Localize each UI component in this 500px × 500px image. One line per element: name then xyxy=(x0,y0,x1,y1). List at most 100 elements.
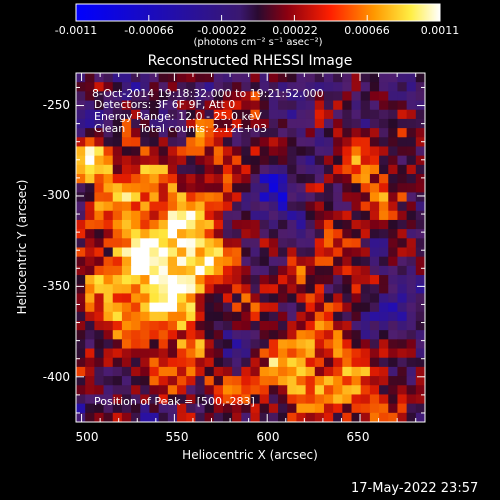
heatmap-cell xyxy=(204,330,215,340)
heatmap-cell xyxy=(241,376,252,386)
heatmap-cell xyxy=(278,339,288,350)
heatmap-cell xyxy=(121,118,132,129)
heatmap-cell xyxy=(388,155,399,166)
heatmap-cell xyxy=(232,100,242,111)
heatmap-cell xyxy=(232,109,242,120)
heatmap-cell xyxy=(204,284,215,295)
heatmap-cell xyxy=(278,219,288,230)
heatmap-cell xyxy=(351,247,362,258)
heatmap-cell xyxy=(388,366,399,377)
heatmap-cell xyxy=(76,293,86,304)
heatmap-cell xyxy=(268,137,279,148)
heatmap-cell xyxy=(204,118,215,129)
heatmap-cell xyxy=(342,275,353,285)
heatmap-cell xyxy=(250,302,261,313)
heatmap-cell xyxy=(379,109,389,120)
heatmap-cell xyxy=(388,238,399,249)
heatmap-cell xyxy=(232,256,242,267)
heatmap-cell xyxy=(250,394,261,405)
heatmap-cell xyxy=(305,403,316,414)
heatmap-cell xyxy=(222,137,233,148)
heatmap-cell xyxy=(232,366,242,377)
heatmap-cell xyxy=(85,192,95,203)
heatmap-cell xyxy=(406,302,417,313)
heatmap-cell xyxy=(158,137,169,148)
heatmap-cell xyxy=(342,293,353,304)
heatmap-cell xyxy=(268,403,279,414)
heatmap-cell xyxy=(195,109,206,120)
heatmap-cell xyxy=(314,100,325,111)
heatmap-cell xyxy=(112,339,123,350)
heatmap-cell xyxy=(76,229,86,239)
heatmap-cell xyxy=(85,201,95,212)
heatmap-cell xyxy=(112,366,123,377)
heatmap-cell xyxy=(250,247,261,258)
heatmap-cell xyxy=(112,118,123,129)
heatmap-cell xyxy=(287,219,298,230)
heatmap-cell xyxy=(167,403,178,414)
heatmap-cell xyxy=(213,229,224,239)
heatmap-cell xyxy=(379,376,389,386)
heatmap-cell xyxy=(131,183,141,193)
heatmap-cell xyxy=(94,385,105,396)
heatmap-cell xyxy=(140,164,151,175)
heatmap-cell xyxy=(296,275,307,285)
heatmap-cell xyxy=(131,403,141,414)
heatmap-cell xyxy=(305,183,316,193)
heatmap-cell xyxy=(379,412,389,422)
heatmap-cell xyxy=(250,275,261,285)
heatmap-cell xyxy=(140,302,151,313)
heatmap-cell xyxy=(360,247,371,258)
heatmap-cell xyxy=(406,73,417,83)
heatmap-cell xyxy=(397,339,408,350)
heatmap-cell xyxy=(250,91,261,102)
heatmap-cell xyxy=(222,201,233,212)
heatmap-cell xyxy=(323,284,334,295)
heatmap-cell xyxy=(259,293,270,304)
heatmap-cell xyxy=(351,155,362,166)
heatmap-cell xyxy=(222,174,233,184)
heatmap-cell xyxy=(131,210,141,221)
heatmap-cell xyxy=(85,366,95,377)
heatmap-cell xyxy=(296,385,307,396)
heatmap-cell xyxy=(213,192,224,203)
heatmap-cell xyxy=(388,201,399,212)
heatmap-cell xyxy=(351,339,362,350)
heatmap-cell xyxy=(149,229,160,239)
heatmap-cell xyxy=(388,137,399,148)
heatmap-cell xyxy=(250,284,261,295)
heatmap-cell xyxy=(241,403,252,414)
heatmap-cell xyxy=(323,311,334,322)
heatmap-cell xyxy=(167,100,178,111)
heatmap-cell xyxy=(222,109,233,120)
heatmap-cell xyxy=(204,366,215,377)
heatmap-cell xyxy=(131,311,141,322)
heatmap-cell xyxy=(177,311,187,322)
heatmap-cell xyxy=(232,118,242,129)
heatmap-cell xyxy=(259,403,270,414)
heatmap-cell xyxy=(186,311,196,322)
heatmap-cell xyxy=(323,229,334,239)
heatmap-cell xyxy=(103,192,114,203)
heatmap-cell xyxy=(204,137,215,148)
heatmap-cell xyxy=(342,174,353,184)
heatmap-cell xyxy=(250,155,261,166)
heatmap-cell xyxy=(369,183,380,193)
heatmap-cell xyxy=(278,357,288,368)
heatmap-cell xyxy=(121,247,132,258)
heatmap-cell xyxy=(379,348,389,359)
heatmap-cell xyxy=(85,275,95,285)
heatmap-cell xyxy=(195,256,206,267)
heatmap-cell xyxy=(369,366,380,377)
heatmap-cell xyxy=(186,73,196,83)
colorbar-tick-label: 0.00022 xyxy=(272,24,318,37)
heatmap-cell xyxy=(177,403,187,414)
heatmap-cell xyxy=(167,229,178,239)
heatmap-cell xyxy=(369,210,380,221)
heatmap-cell xyxy=(131,357,141,368)
heatmap-cell xyxy=(213,302,224,313)
heatmap-cell xyxy=(259,339,270,350)
heatmap-cell xyxy=(186,210,196,221)
heatmap-cell xyxy=(333,164,343,175)
heatmap-cell xyxy=(250,412,261,422)
